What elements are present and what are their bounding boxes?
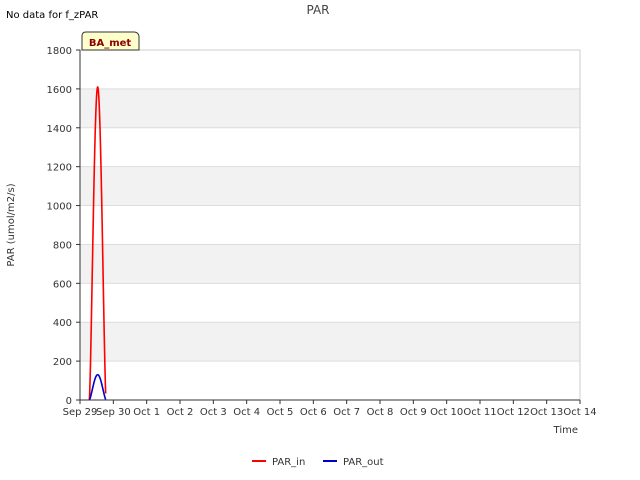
- series-group: [88, 86, 107, 401]
- y-tick-label-1000: 1000: [47, 202, 72, 213]
- x-tick-label-6: Oct 5: [267, 407, 294, 418]
- band-7: [80, 88, 580, 128]
- series-line-par-out: [88, 373, 107, 401]
- y-tick-label-600: 600: [53, 279, 72, 290]
- y-tick-label-200: 200: [53, 357, 72, 368]
- x-tick-label-5: Oct 4: [233, 407, 260, 418]
- legend-par-out-label: PAR_out: [343, 457, 384, 468]
- series-line-par-in: [88, 86, 107, 401]
- site-tag: BA_met: [81, 31, 140, 51]
- band-1: [80, 322, 580, 362]
- x-tick-label-15: Oct 14: [563, 407, 596, 418]
- band-3: [80, 244, 580, 284]
- x-axis-label: Time: [553, 425, 578, 436]
- x-tick-label-3: Oct 2: [167, 407, 194, 418]
- x-tick-label-13: Oct 12: [497, 407, 530, 418]
- x-tick-label-0: Sep 29: [63, 407, 98, 418]
- x-tick-label-12: Oct 11: [463, 407, 496, 418]
- x-tick-label-8: Oct 7: [333, 407, 360, 418]
- site-tag-label: BA_met: [89, 38, 132, 49]
- y-tick-label-1800: 1800: [47, 46, 72, 57]
- legend: PAR_in PAR_out: [252, 457, 384, 468]
- background-bands: [80, 88, 580, 362]
- x-tick-label-1: Sep 30: [96, 407, 131, 418]
- band-5: [80, 166, 580, 206]
- x-tick-label-2: Oct 1: [133, 407, 160, 418]
- x-tick-label-14: Oct 13: [530, 407, 563, 418]
- x-tick-label-10: Oct 9: [400, 407, 427, 418]
- y-tick-label-800: 800: [53, 240, 72, 251]
- chart-title: PAR: [306, 3, 329, 17]
- y-tick-label-0: 0: [66, 396, 72, 407]
- y-axis-label: PAR (umol/m2/s): [6, 183, 17, 266]
- y-tick-label-1200: 1200: [47, 163, 72, 174]
- x-tick-label-7: Oct 6: [300, 407, 327, 418]
- legend-par-in-label: PAR_in: [272, 457, 305, 468]
- x-tick-label-11: Oct 10: [430, 407, 463, 418]
- y-tick-label-1400: 1400: [47, 124, 72, 135]
- x-tick-label-9: Oct 8: [367, 407, 394, 418]
- x-tick-label-4: Oct 3: [200, 407, 227, 418]
- y-tick-label-1600: 1600: [47, 85, 72, 96]
- no-data-note: No data for f_zPAR: [6, 10, 98, 21]
- site-tag-box: [81, 31, 140, 51]
- y-tick-label-400: 400: [53, 318, 72, 329]
- y-ticks: 0 200 400 600 800 1000 1200 1400 1600 1800: [47, 46, 80, 407]
